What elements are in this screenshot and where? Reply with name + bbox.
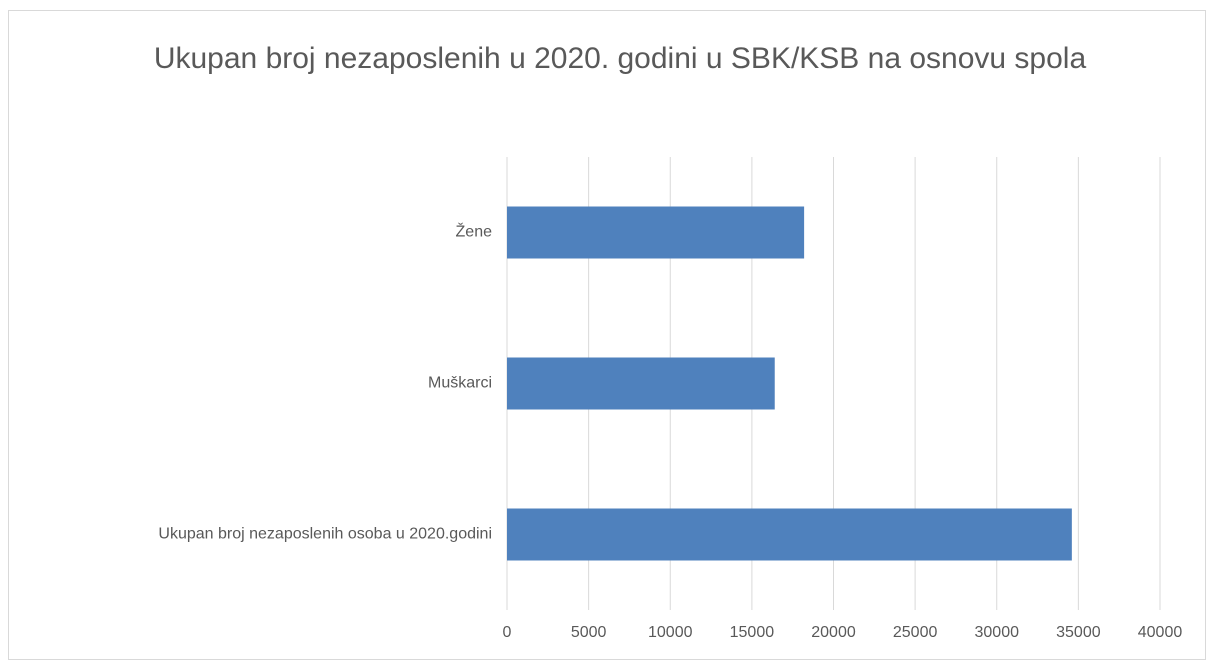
bar [507, 357, 775, 410]
bar [507, 206, 805, 259]
x-tick-label: 40000 [1138, 624, 1183, 641]
y-tick-label: Žene [456, 222, 493, 241]
y-tick-label: Ukupan broj nezaposlenih osoba u 2020.go… [158, 526, 492, 543]
x-tick-label: 20000 [811, 624, 856, 641]
x-tick-label: 15000 [730, 624, 775, 641]
x-tick-label: 5000 [571, 624, 607, 641]
x-tick-label: 0 [503, 624, 512, 641]
chart-title: Ukupan broj nezaposlenih u 2020. godini … [153, 42, 1087, 75]
x-tick-label: 35000 [1056, 624, 1101, 641]
x-tick-label: 25000 [893, 624, 938, 641]
x-tick-label: 30000 [975, 624, 1020, 641]
y-tick-label: Muškarci [428, 375, 492, 392]
bar [507, 508, 1072, 561]
x-tick-label: 10000 [648, 624, 693, 641]
